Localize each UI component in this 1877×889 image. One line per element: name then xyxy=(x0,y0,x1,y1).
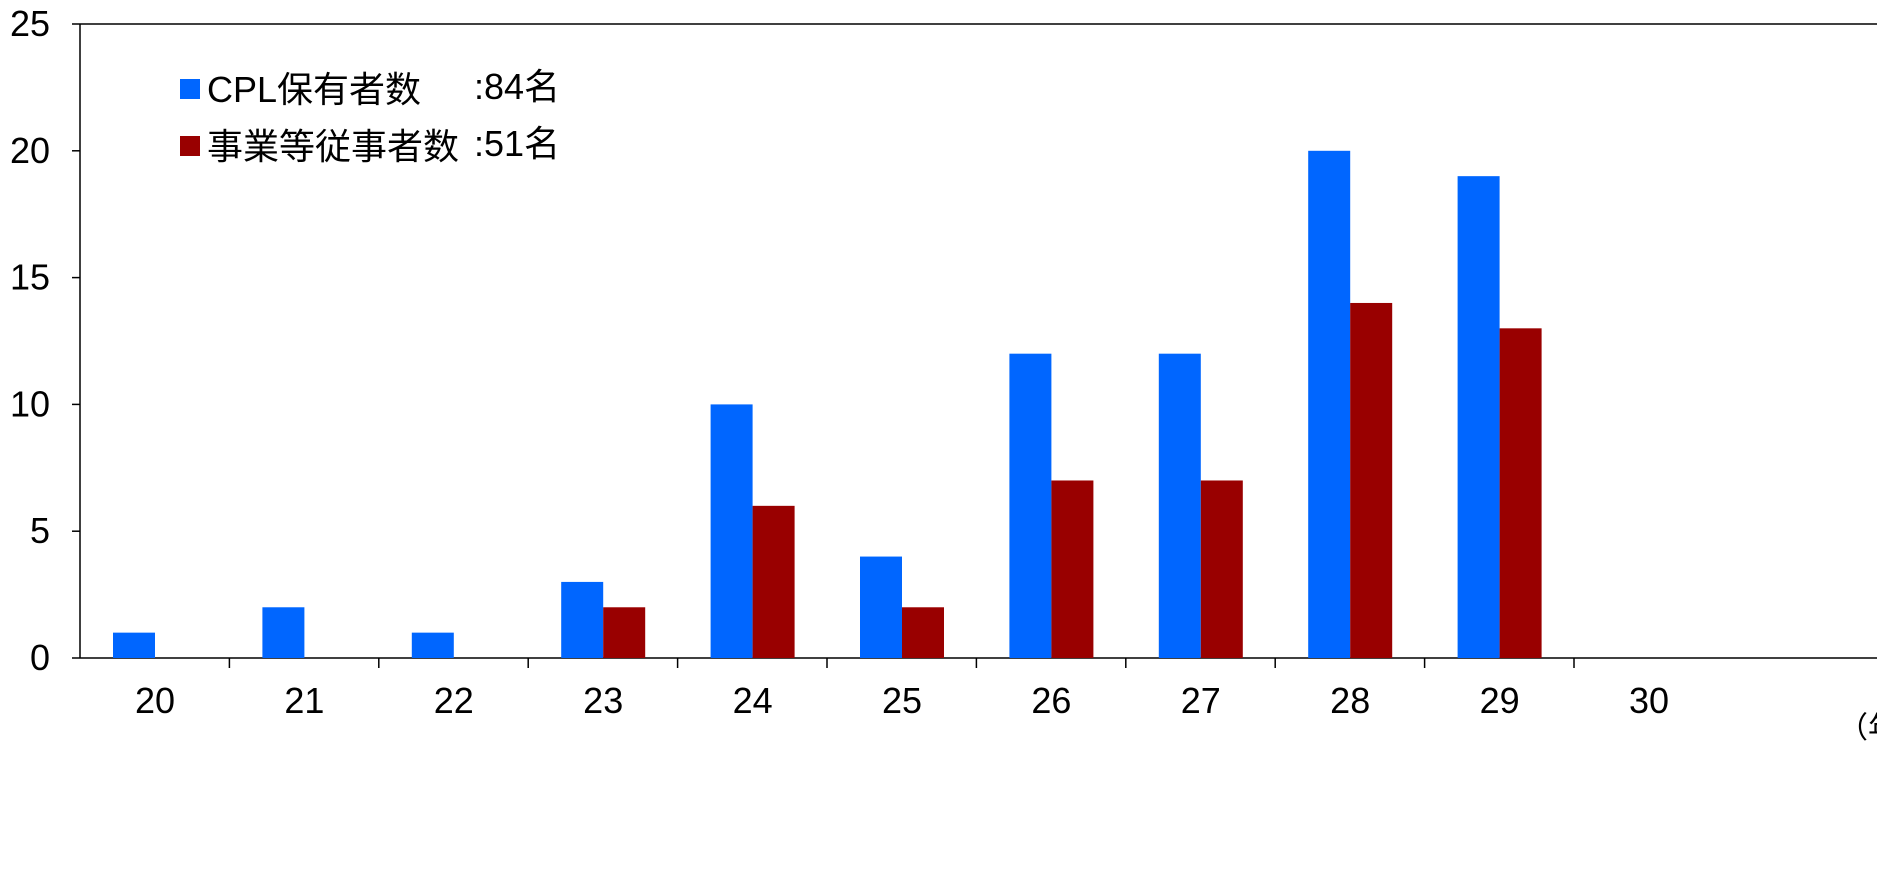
x-tick-label-20: 20 xyxy=(135,680,175,721)
bar-cpl-29 xyxy=(1457,176,1500,658)
legend-swatch-business xyxy=(180,136,200,156)
y-tick-label: 25 xyxy=(10,3,50,44)
x-tick-label-26: 26 xyxy=(1031,680,1071,721)
bar-business-28 xyxy=(1350,302,1393,658)
x-tick-label-27: 27 xyxy=(1181,680,1221,721)
legend-label-cpl: CPL保有者数 xyxy=(207,69,421,110)
x-tick-label-21: 21 xyxy=(284,680,324,721)
bars xyxy=(113,150,1542,659)
x-tick-label-29: 29 xyxy=(1480,680,1520,721)
bar-cpl-28 xyxy=(1308,150,1351,659)
x-tick-label-25: 25 xyxy=(882,680,922,721)
x-tick-label-22: 22 xyxy=(434,680,474,721)
bar-business-23 xyxy=(603,607,646,658)
x-tick-label-24: 24 xyxy=(733,680,773,721)
bar-cpl-24 xyxy=(710,404,753,658)
legend-total-business: :51名 xyxy=(474,123,560,164)
y-tick-label: 20 xyxy=(10,130,50,171)
legend-swatch-cpl xyxy=(180,79,200,99)
bar-cpl-22 xyxy=(411,632,454,658)
y-tick-label: 10 xyxy=(10,383,50,424)
bar-cpl-26 xyxy=(1009,353,1052,658)
bar-business-26 xyxy=(1051,480,1094,658)
x-tick-label-28: 28 xyxy=(1330,680,1370,721)
legend: CPL保有者数 :84名 事業等従事者数 :51名 xyxy=(180,66,560,167)
x-axis-unit-label: （年 xyxy=(1838,712,1877,745)
bar-cpl-25 xyxy=(860,556,902,658)
bar-business-24 xyxy=(752,505,795,658)
y-tick-label: 15 xyxy=(10,257,50,298)
x-tick-label-30: 30 xyxy=(1629,680,1669,721)
plot-frame xyxy=(79,23,1877,658)
x-tick-label-23: 23 xyxy=(583,680,623,721)
bar-cpl-21 xyxy=(262,607,305,658)
x-axis: 20 21 22 23 24 25 26 27 28 29 30 xyxy=(80,657,1877,721)
y-axis: 0 5 10 15 20 25 xyxy=(10,3,80,678)
bar-business-25 xyxy=(902,607,944,658)
y-tick-label: 0 xyxy=(30,637,50,678)
y-tick-label: 5 xyxy=(30,510,50,551)
bar-cpl-20 xyxy=(113,632,155,658)
legend-total-cpl: :84名 xyxy=(474,66,560,107)
bar-cpl-27 xyxy=(1158,353,1201,658)
bar-business-29 xyxy=(1499,328,1542,658)
bar-cpl-23 xyxy=(561,581,604,658)
bar-business-27 xyxy=(1200,480,1243,658)
legend-label-business: 事業等従事者数 xyxy=(207,126,459,167)
